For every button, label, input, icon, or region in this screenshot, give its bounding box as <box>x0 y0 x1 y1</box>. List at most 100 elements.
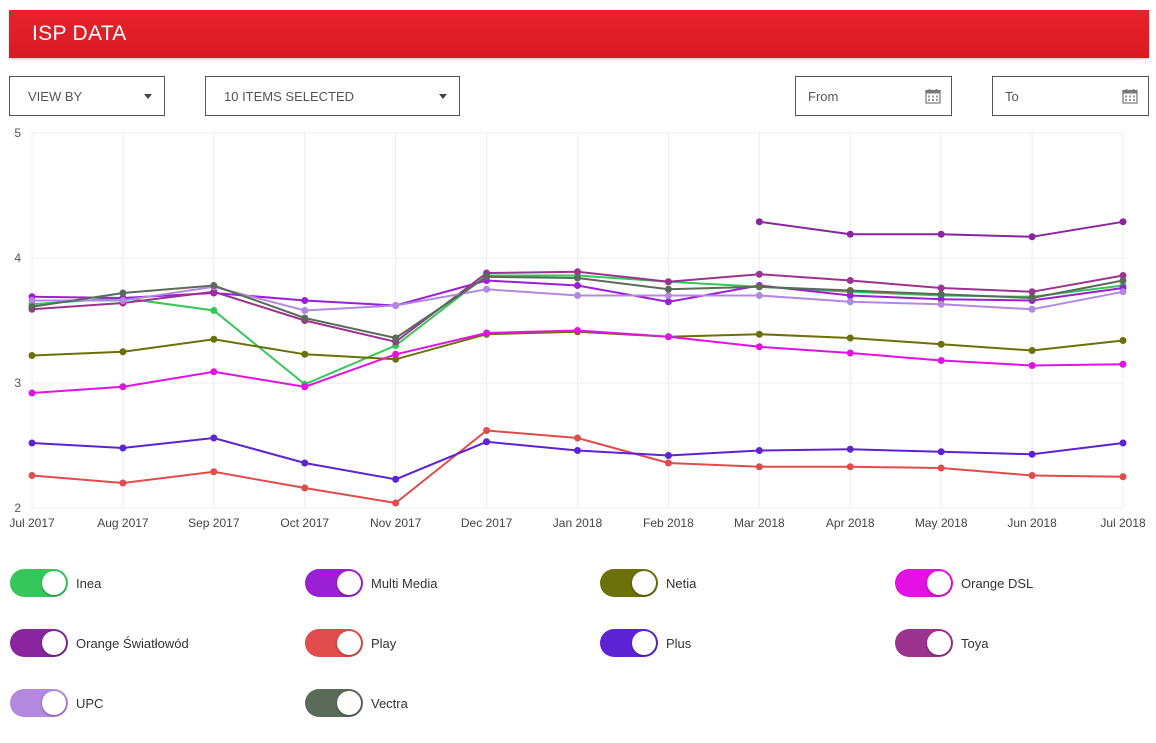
data-point-upc <box>119 297 127 304</box>
chevron-down-icon <box>144 94 152 99</box>
app-header: ISP DATA <box>9 10 1149 58</box>
legend-item-orange-dsl: Orange DSL <box>895 569 1155 599</box>
data-point-orange-s-wiat-owo-d <box>1119 218 1127 226</box>
data-point-upc <box>1028 305 1036 313</box>
data-point-vectra <box>1028 294 1036 302</box>
x-tick-label: Aug 2017 <box>97 516 149 530</box>
data-point-upc <box>301 307 309 314</box>
legend-item-plus: Plus <box>600 629 860 659</box>
toggle-netia[interactable] <box>600 569 658 597</box>
view-by-dropdown[interactable]: VIEW BY <box>9 76 165 116</box>
data-point-play <box>210 468 218 476</box>
x-tick-label: Feb 2018 <box>643 516 694 530</box>
data-point-play <box>1119 473 1127 481</box>
toggle-knob <box>42 631 66 655</box>
data-point-plus <box>483 438 491 446</box>
data-point-multi-media <box>301 297 309 304</box>
data-point-netia <box>28 352 36 359</box>
data-point-toya <box>937 284 945 292</box>
x-tick-label: Apr 2018 <box>826 516 875 530</box>
data-point-vectra <box>574 274 581 282</box>
data-point-orange-dsl <box>1028 362 1036 369</box>
data-point-play <box>1028 472 1036 479</box>
data-point-orange-dsl <box>392 350 400 358</box>
data-point-plus <box>210 434 218 442</box>
data-point-netia <box>210 335 218 343</box>
data-point-toya <box>755 270 763 278</box>
legend-label: Play <box>371 636 397 651</box>
data-point-play <box>937 464 945 472</box>
data-point-plus <box>301 459 309 467</box>
data-point-play <box>392 499 400 507</box>
data-point-orange-s-wiat-owo-d <box>937 230 945 238</box>
toggle-knob <box>927 631 951 655</box>
toggle-toya[interactable] <box>895 629 953 657</box>
legend-label: Netia <box>666 576 697 591</box>
y-tick-label: 4 <box>14 251 21 265</box>
data-point-play <box>483 427 491 434</box>
x-tick-label: Jun 2018 <box>1007 516 1057 530</box>
data-point-upc <box>574 292 581 299</box>
to-date-input[interactable]: To <box>992 76 1149 116</box>
x-tick-label: Mar 2018 <box>734 516 785 530</box>
toggle-knob <box>337 571 361 595</box>
legend-item-toya: Toya <box>895 629 1155 659</box>
data-point-upc <box>28 297 36 304</box>
data-point-play <box>664 459 672 467</box>
data-point-netia <box>1119 337 1127 344</box>
data-point-orange-s-wiat-owo-d <box>846 230 854 238</box>
legend-label: Orange Światłowód <box>76 636 189 651</box>
data-point-orange-dsl <box>755 343 763 351</box>
data-point-play <box>119 479 127 487</box>
toggle-knob <box>337 691 361 715</box>
toggle-knob <box>42 571 66 595</box>
data-point-netia <box>846 334 854 342</box>
data-point-plus <box>1119 439 1127 447</box>
calendar-icon[interactable] <box>1122 88 1138 104</box>
chevron-down-icon <box>439 94 447 99</box>
data-point-vectra <box>210 282 218 289</box>
y-tick-label: 5 <box>14 126 21 140</box>
toggle-plus[interactable] <box>600 629 658 657</box>
data-point-plus <box>119 444 127 452</box>
data-point-vectra <box>846 287 854 294</box>
data-point-netia <box>392 355 400 363</box>
toggle-vectra[interactable] <box>305 689 363 717</box>
data-point-play <box>301 484 309 492</box>
data-point-upc <box>846 298 854 306</box>
data-point-vectra <box>1119 277 1127 284</box>
toggle-multi-media[interactable] <box>305 569 363 597</box>
data-point-toya <box>1028 288 1036 296</box>
toggle-orange-s-wiat-owo-d[interactable] <box>10 629 68 657</box>
data-point-upc <box>937 300 945 308</box>
from-date-input[interactable]: From <box>795 76 952 116</box>
legend-item-vectra: Vectra <box>305 689 565 719</box>
toggle-upc[interactable] <box>10 689 68 717</box>
data-point-plus <box>392 475 400 483</box>
data-point-plus <box>755 447 763 454</box>
x-tick-label: Oct 2017 <box>280 516 329 530</box>
toggle-inea[interactable] <box>10 569 68 597</box>
legend-item-orange-s-wiat-owo-d: Orange Światłowód <box>10 629 270 659</box>
data-point-orange-s-wiat-owo-d <box>1028 233 1036 241</box>
data-point-plus <box>574 447 581 454</box>
x-tick-label: Dec 2017 <box>461 516 513 530</box>
data-point-netia <box>1028 347 1036 354</box>
data-point-toya <box>574 268 581 276</box>
legend-item-netia: Netia <box>600 569 860 599</box>
legend-item-play: Play <box>305 629 565 659</box>
data-point-play <box>846 463 854 471</box>
toggle-orange-dsl[interactable] <box>895 569 953 597</box>
y-tick-label: 2 <box>14 501 21 515</box>
items-selected-dropdown[interactable]: 10 ITEMS SELECTED <box>205 76 460 116</box>
data-point-vectra <box>119 289 127 297</box>
data-point-vectra <box>483 273 491 281</box>
x-tick-label: Jul 2017 <box>9 516 55 530</box>
toggle-play[interactable] <box>305 629 363 657</box>
data-point-toya <box>210 288 218 296</box>
toggle-knob <box>632 571 656 595</box>
data-point-toya <box>846 277 854 284</box>
calendar-icon[interactable] <box>925 88 941 104</box>
data-point-vectra <box>937 290 945 298</box>
data-point-play <box>755 463 763 471</box>
